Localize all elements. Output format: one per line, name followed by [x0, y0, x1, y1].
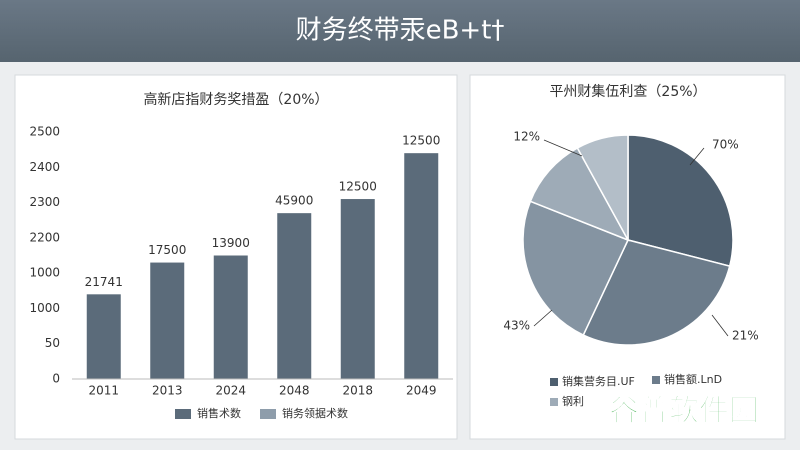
y-axis-label: 2300	[29, 195, 60, 209]
y-axis-label: 2500	[29, 125, 60, 139]
slice-annotation: 70%	[712, 138, 739, 152]
legend-label: 销售术数	[197, 406, 241, 420]
legend-label: 钢利	[562, 395, 584, 408]
y-axis-label: 2400	[29, 160, 60, 174]
slice-annotation: 12%	[513, 130, 540, 144]
header-bar	[0, 0, 800, 62]
header-title: 财务终带汞eB+t†	[296, 16, 505, 46]
legend-swatch	[550, 398, 558, 406]
y-axis-label: 0	[52, 372, 60, 386]
legend-swatch	[260, 409, 276, 419]
pie-title: 平州财集伍利查（25%）	[549, 83, 706, 100]
legend-label: 销务领据术数	[282, 406, 348, 420]
x-tick-label: 2013	[152, 384, 183, 398]
y-axis-label: 1000	[29, 266, 60, 280]
legend-swatch	[175, 409, 191, 419]
pie-slice	[582, 239, 731, 346]
bar-title: 高新店指财务奖措盈（20%）	[143, 91, 328, 108]
y-axis-label: 1000	[29, 301, 60, 315]
leader-line	[711, 314, 729, 337]
bar	[277, 213, 312, 379]
bar	[340, 199, 375, 379]
x-tick-label: 2049	[406, 384, 437, 398]
pie-slice	[627, 134, 734, 268]
bar	[213, 255, 248, 379]
x-tick-label: 2011	[88, 384, 119, 398]
bar-label: 13900	[212, 236, 250, 250]
legend-label: 销集营务目.UF	[562, 374, 635, 388]
leader-line	[543, 139, 583, 157]
pie-slice	[529, 146, 630, 242]
slice-annotation: 43%	[503, 319, 530, 333]
bar	[150, 262, 185, 379]
y-axis-label: 50	[45, 336, 60, 350]
bar-label: 12500	[339, 180, 377, 194]
legend-swatch	[652, 376, 660, 384]
bar	[86, 294, 121, 379]
legend-label: 销售额.LnD	[664, 372, 722, 386]
x-tick-label: 2018	[342, 384, 373, 398]
x-tick-label: 2048	[279, 384, 310, 398]
slice-annotation: 21%	[732, 329, 759, 343]
watermark: 谷普软件园	[609, 394, 759, 429]
y-axis-label: 2200	[29, 230, 60, 244]
pie-slice	[576, 134, 629, 241]
legend-swatch	[550, 378, 558, 386]
bar-label: 17500	[148, 243, 186, 257]
pie-slice	[522, 200, 630, 337]
bar-label: 45900	[275, 194, 313, 208]
bar-label: 21741	[85, 275, 123, 289]
bar	[404, 153, 439, 379]
leader-line	[533, 309, 553, 327]
leader-line	[689, 147, 705, 166]
x-tick-label: 2024	[215, 384, 246, 398]
bar-label: 12500	[402, 134, 440, 148]
